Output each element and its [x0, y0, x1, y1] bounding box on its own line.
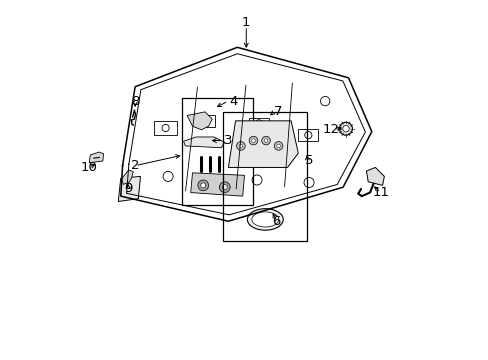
Text: 2: 2 — [131, 159, 139, 172]
Text: 7: 7 — [274, 105, 282, 118]
Circle shape — [219, 182, 230, 193]
Circle shape — [276, 144, 280, 148]
Circle shape — [249, 136, 257, 145]
Circle shape — [201, 183, 205, 188]
Polygon shape — [121, 170, 133, 184]
Text: 4: 4 — [229, 95, 238, 108]
Text: 6: 6 — [272, 215, 281, 228]
Circle shape — [264, 139, 267, 142]
Polygon shape — [118, 176, 140, 202]
Text: 11: 11 — [371, 186, 388, 199]
Text: 5: 5 — [304, 154, 313, 167]
Circle shape — [339, 122, 352, 135]
Circle shape — [261, 136, 270, 145]
Text: 8: 8 — [131, 95, 139, 108]
Text: 10: 10 — [80, 161, 97, 174]
Circle shape — [342, 126, 348, 132]
Text: 12: 12 — [322, 123, 338, 136]
Polygon shape — [228, 121, 298, 167]
Text: 9: 9 — [123, 183, 132, 195]
Circle shape — [274, 141, 282, 150]
Polygon shape — [190, 173, 244, 196]
Polygon shape — [366, 167, 384, 185]
Text: 1: 1 — [242, 16, 250, 29]
Ellipse shape — [247, 209, 283, 230]
Polygon shape — [183, 137, 224, 148]
Bar — [223, 112, 306, 241]
Circle shape — [239, 144, 242, 148]
Polygon shape — [89, 152, 103, 163]
Bar — [182, 98, 253, 205]
Circle shape — [198, 180, 208, 191]
Circle shape — [236, 141, 244, 150]
Polygon shape — [187, 112, 212, 130]
Text: 3: 3 — [224, 134, 232, 147]
Circle shape — [222, 185, 227, 190]
Ellipse shape — [251, 212, 278, 227]
Circle shape — [251, 139, 255, 142]
